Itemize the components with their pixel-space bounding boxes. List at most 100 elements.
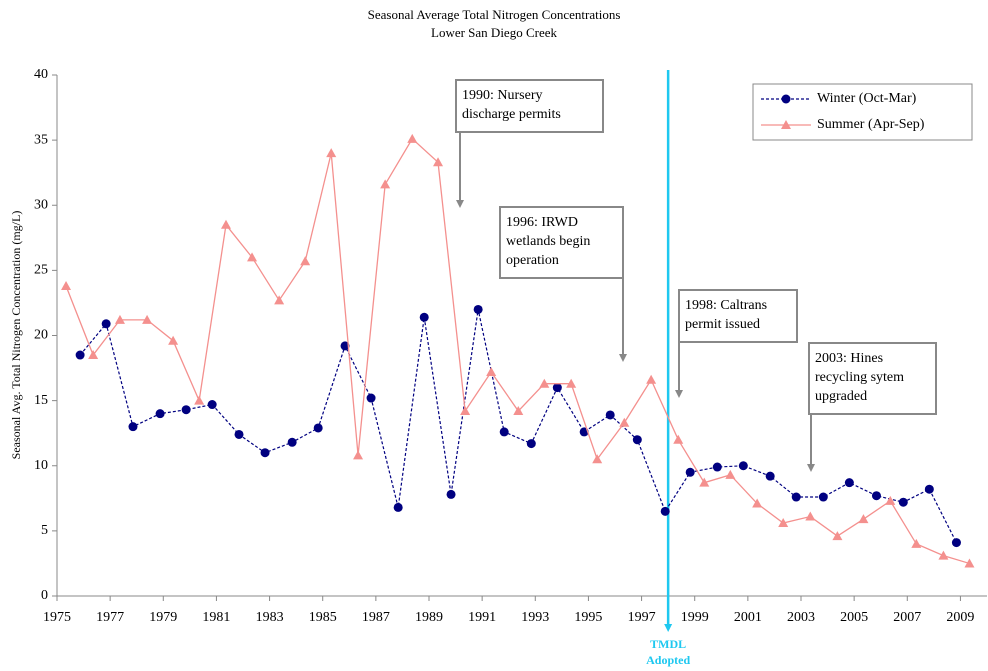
point [75, 350, 85, 360]
point [938, 550, 949, 560]
annotation-box [499, 206, 624, 279]
annotation-text: permit issued [685, 317, 760, 332]
point [353, 450, 364, 460]
point [300, 256, 311, 266]
point [964, 558, 975, 568]
legend-label: Summer (Apr-Sep) [817, 117, 925, 132]
annotation-arrowhead [675, 390, 683, 398]
point [673, 434, 684, 444]
x-tick-label: 1999 [681, 610, 709, 625]
y-tick-label: 25 [34, 263, 48, 278]
y-tick-label: 15 [34, 393, 48, 408]
point [685, 467, 695, 477]
point [752, 498, 763, 508]
point [738, 461, 748, 471]
point [380, 179, 391, 189]
point [699, 477, 710, 487]
point [433, 157, 444, 167]
annotation-text: 1996: IRWD [506, 215, 578, 230]
y-tick-label: 40 [34, 67, 48, 82]
y-axis-label: Seasonal Avg. Total Nitrogen Concentrati… [9, 211, 23, 460]
point [194, 395, 205, 405]
x-tick-label: 1977 [96, 610, 124, 625]
point [155, 409, 165, 419]
point [526, 439, 536, 449]
y-tick-label: 30 [34, 197, 48, 212]
x-tick-label: 1985 [309, 610, 337, 625]
x-tick-label: 2009 [946, 610, 974, 625]
annotation-text: operation [506, 253, 559, 268]
point [951, 538, 961, 548]
point [712, 462, 722, 472]
legend-box [752, 83, 973, 141]
tmdl-label: Adopted [646, 653, 690, 667]
point [326, 148, 337, 158]
point [592, 454, 603, 464]
point [805, 511, 816, 521]
annotation-arrowhead [807, 464, 815, 472]
point [61, 281, 72, 291]
annotation-box [455, 79, 604, 133]
point [844, 478, 854, 488]
x-tick-label: 1989 [415, 610, 443, 625]
point [313, 423, 323, 433]
point [725, 469, 736, 479]
point [274, 295, 285, 305]
x-tick-label: 2005 [840, 610, 868, 625]
y-tick-label: 35 [34, 132, 48, 147]
point [460, 406, 471, 416]
y-tick-label: 20 [34, 328, 48, 343]
annotation-text: recycling sytem [815, 370, 904, 385]
point [142, 314, 153, 324]
point [791, 492, 801, 502]
point [260, 448, 270, 458]
point [407, 133, 418, 143]
x-tick-label: 2001 [734, 610, 762, 625]
point [924, 484, 934, 494]
point [128, 422, 138, 432]
point [220, 219, 231, 229]
point [898, 497, 908, 507]
point [88, 350, 99, 360]
annotation-text: wetlands begin [506, 234, 590, 249]
x-tick-label: 1997 [628, 610, 656, 625]
point [181, 405, 191, 415]
annotation-arrowhead [619, 354, 627, 362]
point [473, 304, 483, 314]
point [566, 378, 577, 388]
tmdl-label: TMDL [650, 637, 686, 651]
x-tick-label: 1993 [521, 610, 549, 625]
point [234, 429, 244, 439]
point [446, 489, 456, 499]
point [832, 531, 843, 541]
point [552, 383, 562, 393]
point [513, 406, 524, 416]
annotation-text: 2003: Hines [815, 351, 883, 366]
point [539, 378, 550, 388]
point [499, 427, 509, 437]
y-tick-label: 10 [34, 458, 48, 473]
point [765, 471, 775, 481]
x-tick-label: 1981 [202, 610, 230, 625]
point [885, 495, 896, 505]
point [247, 252, 258, 262]
y-tick-label: 5 [41, 523, 48, 538]
annotation-text: upgraded [815, 389, 867, 404]
x-tick-label: 1995 [574, 610, 602, 625]
point [114, 314, 125, 324]
x-tick-label: 2003 [787, 610, 815, 625]
y-tick-label: 0 [41, 588, 48, 603]
tmdl-arrowhead [664, 624, 673, 632]
point [646, 374, 657, 384]
x-tick-label: 1979 [149, 610, 177, 625]
annotation-text: 1998: Caltrans [685, 298, 767, 313]
point [871, 491, 881, 501]
legend-label: Winter (Oct-Mar) [817, 91, 917, 106]
annotation-text: discharge permits [462, 107, 561, 122]
point [207, 400, 217, 410]
chart-title: Seasonal Average Total Nitrogen Concentr… [368, 7, 621, 22]
x-tick-label: 2007 [893, 610, 921, 625]
x-tick-label: 1991 [468, 610, 496, 625]
legend-marker [781, 120, 791, 129]
annotation-box [808, 342, 937, 415]
